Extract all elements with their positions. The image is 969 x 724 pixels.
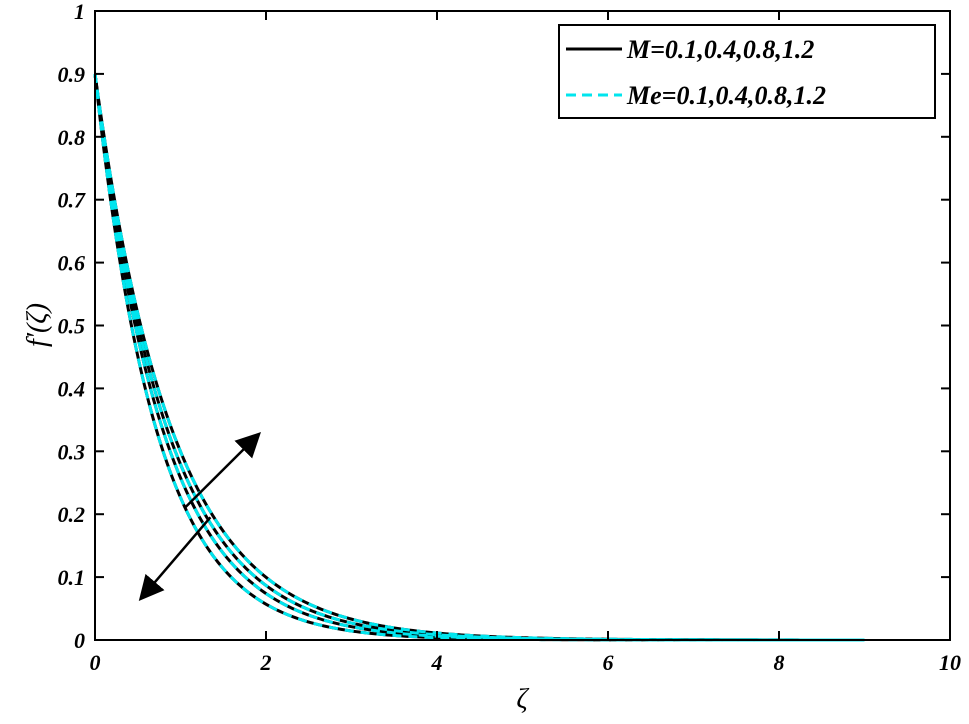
x-tick-label: 4 bbox=[431, 650, 443, 675]
legend-label-me: Me=0.1,0.4,0.8,1.2 bbox=[626, 81, 826, 110]
y-tick-label: 0.7 bbox=[58, 188, 87, 213]
series-line-me-0-4 bbox=[93, 73, 865, 642]
y-tick-label: 0.1 bbox=[58, 565, 86, 590]
annotation-arrow-2 bbox=[138, 516, 212, 602]
y-tick-label: 0.6 bbox=[58, 251, 86, 276]
x-axis-ticks: 0 2 4 6 8 10 bbox=[90, 11, 961, 675]
x-tick-label: 2 bbox=[260, 650, 272, 675]
annotation-arrows bbox=[138, 432, 261, 602]
legend-box bbox=[558, 24, 936, 119]
y-tick-label: 0.3 bbox=[58, 439, 86, 464]
y-axis-ticks: 0 0.1 0.2 0.3 0.4 0.5 0.6 0.7 0.8 0.9 1 bbox=[58, 0, 950, 653]
y-tick-label: 0.2 bbox=[58, 502, 86, 527]
y-tick-label: 0 bbox=[74, 628, 85, 653]
y-tick-label: 0.4 bbox=[58, 376, 86, 401]
y-tick-label: 1 bbox=[74, 0, 85, 24]
x-tick-label: 6 bbox=[603, 650, 614, 675]
legend: M=0.1,0.4,0.8,1.2 Me=0.1,0.4,0.8,1.2 bbox=[558, 24, 936, 119]
annotation-arrow-1 bbox=[183, 432, 261, 509]
y-tick-label: 0.5 bbox=[58, 314, 86, 339]
x-tick-label: 0 bbox=[90, 650, 101, 675]
y-tick-label: 0.8 bbox=[58, 125, 86, 150]
x-tick-label: 10 bbox=[939, 650, 961, 675]
y-axis-label: f′(ζ) bbox=[22, 303, 53, 347]
x-tick-label: 8 bbox=[774, 650, 785, 675]
legend-label-m: M=0.1,0.4,0.8,1.2 bbox=[626, 35, 814, 64]
y-tick-label: 0.9 bbox=[58, 62, 86, 87]
x-axis-label: ζ bbox=[516, 684, 529, 715]
